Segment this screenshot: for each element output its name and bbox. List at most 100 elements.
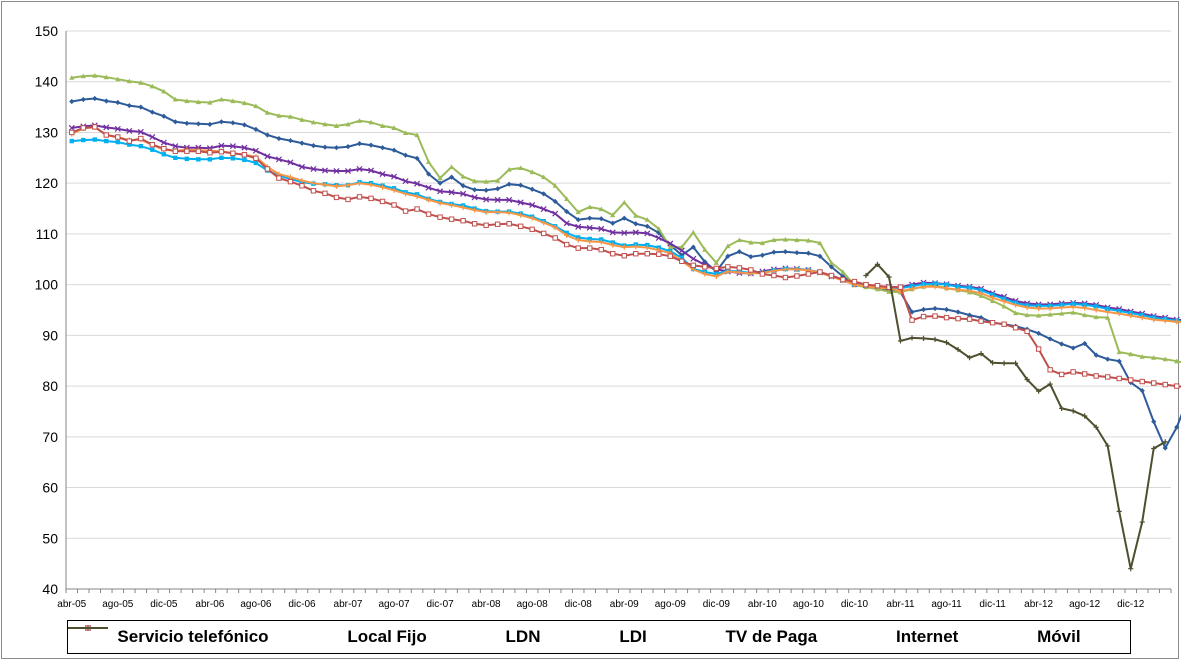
data-point-local-fijo bbox=[794, 237, 800, 243]
data-point-internet bbox=[414, 206, 420, 212]
data-point-local-fijo bbox=[161, 88, 167, 94]
data-point-local-fijo bbox=[713, 260, 719, 265]
data-point-servicio-telefonico bbox=[264, 132, 271, 138]
data-point-internet bbox=[276, 175, 282, 181]
data-point-local-fijo bbox=[989, 298, 996, 303]
data-point-local-fijo bbox=[333, 123, 340, 128]
legend-item-servicio-telefonico: Servicio telefónico bbox=[68, 625, 269, 647]
data-point-ldn bbox=[172, 143, 179, 150]
data-point-local-fijo bbox=[391, 125, 397, 130]
data-point-internet bbox=[529, 226, 535, 233]
data-point-ldi bbox=[932, 281, 938, 286]
data-point-tv-de-paga bbox=[322, 182, 328, 188]
data-point-internet bbox=[1024, 328, 1030, 335]
data-point-internet bbox=[667, 253, 673, 259]
data-point-movil bbox=[1070, 408, 1076, 414]
data-point-internet bbox=[748, 267, 754, 273]
x-tick-label: abr-07 bbox=[334, 599, 363, 610]
data-point-ldi bbox=[967, 285, 972, 290]
data-point-local-fijo bbox=[1082, 312, 1088, 318]
legend-item-movil: Móvil bbox=[68, 625, 1081, 647]
data-point-ldn bbox=[494, 196, 501, 203]
data-point-ldi bbox=[184, 156, 190, 162]
data-point-ldn bbox=[644, 230, 651, 237]
data-point-servicio-telefonico bbox=[437, 180, 443, 186]
y-tick-label: 50 bbox=[42, 530, 58, 546]
data-point-internet bbox=[184, 148, 190, 154]
data-point-servicio-telefonico bbox=[1093, 352, 1099, 358]
data-point-local-fijo bbox=[564, 196, 570, 201]
data-point-internet bbox=[1001, 321, 1007, 327]
data-point-servicio-telefonico bbox=[506, 181, 512, 187]
data-point-movil bbox=[886, 274, 892, 280]
data-point-servicio-telefonico bbox=[575, 217, 581, 223]
data-point-tv-de-paga bbox=[448, 202, 455, 208]
data-point-internet bbox=[391, 202, 397, 208]
data-point-ldn bbox=[368, 167, 375, 174]
data-point-local-fijo bbox=[656, 226, 662, 231]
data-point-tv-de-paga bbox=[1105, 309, 1111, 315]
data-point-tv-de-paga bbox=[978, 290, 984, 296]
data-point-servicio-telefonico bbox=[483, 187, 489, 193]
data-point-local-fijo bbox=[702, 247, 708, 252]
data-point-ldi bbox=[1082, 302, 1087, 308]
data-point-movil bbox=[932, 336, 938, 343]
data-point-local-fijo bbox=[759, 240, 765, 246]
x-tick-label: ago-07 bbox=[378, 599, 410, 610]
data-point-tv-de-paga bbox=[598, 239, 604, 245]
data-point-internet bbox=[218, 149, 225, 155]
legend-item-tv-de-paga: TV de Paga bbox=[68, 625, 817, 647]
data-point-internet bbox=[333, 194, 340, 201]
data-point-local-fijo bbox=[264, 110, 271, 115]
data-point-internet bbox=[610, 250, 616, 257]
data-point-local-fijo bbox=[1139, 354, 1145, 359]
data-point-local-fijo bbox=[448, 164, 455, 170]
data-point-tv-de-paga bbox=[1070, 304, 1076, 310]
data-point-internet bbox=[759, 271, 766, 277]
data-point-tv-de-paga bbox=[391, 187, 397, 193]
data-point-servicio-telefonico bbox=[161, 113, 167, 119]
data-point-servicio-telefonico bbox=[460, 183, 466, 189]
data-point-tv-de-paga bbox=[1093, 307, 1099, 313]
data-point-ldn bbox=[321, 167, 329, 174]
data-point-local-fijo bbox=[253, 103, 259, 109]
data-point-local-fijo bbox=[575, 209, 581, 215]
x-tick-label: abr-11 bbox=[886, 599, 915, 610]
data-point-local-fijo bbox=[886, 289, 892, 294]
data-point-local-fijo bbox=[379, 123, 386, 128]
data-point-tv-de-paga bbox=[575, 237, 581, 243]
data-point-local-fijo bbox=[1162, 356, 1168, 362]
data-point-servicio-telefonico bbox=[472, 187, 478, 193]
data-point-ldi bbox=[104, 138, 109, 144]
x-tick-label: dic-05 bbox=[150, 599, 178, 610]
data-point-ldn bbox=[563, 220, 570, 227]
x-tick-label: abr-10 bbox=[748, 599, 777, 610]
data-point-local-fijo bbox=[828, 260, 835, 265]
data-point-tv-de-paga bbox=[310, 180, 317, 186]
data-point-servicio-telefonico bbox=[1082, 340, 1088, 347]
data-point-servicio-telefonico bbox=[736, 249, 742, 255]
data-point-movil bbox=[1139, 519, 1145, 525]
data-point-servicio-telefonico bbox=[425, 171, 432, 177]
data-point-internet bbox=[368, 195, 374, 202]
data-point-internet bbox=[621, 253, 627, 259]
data-point-servicio-telefonico bbox=[932, 305, 938, 312]
data-point-movil bbox=[1059, 405, 1065, 412]
data-point-ldi bbox=[955, 284, 961, 289]
data-point-ldn bbox=[68, 124, 75, 131]
data-point-servicio-telefonico bbox=[541, 191, 547, 197]
data-point-internet bbox=[1081, 371, 1088, 377]
data-point-internet bbox=[1058, 371, 1065, 378]
legend-label: LDN bbox=[505, 627, 541, 646]
data-point-ldn bbox=[632, 229, 639, 236]
data-point-servicio-telefonico bbox=[955, 309, 961, 315]
data-point-movil bbox=[1013, 360, 1019, 366]
data-point-servicio-telefonico bbox=[633, 221, 639, 227]
data-point-internet bbox=[494, 221, 501, 227]
data-point-local-fijo bbox=[103, 74, 109, 80]
data-point-internet bbox=[575, 245, 581, 251]
data-point-movil bbox=[966, 355, 973, 361]
data-point-ldn bbox=[586, 224, 593, 231]
data-point-servicio-telefonico bbox=[69, 98, 75, 105]
data-point-tv-de-paga bbox=[1139, 315, 1145, 321]
